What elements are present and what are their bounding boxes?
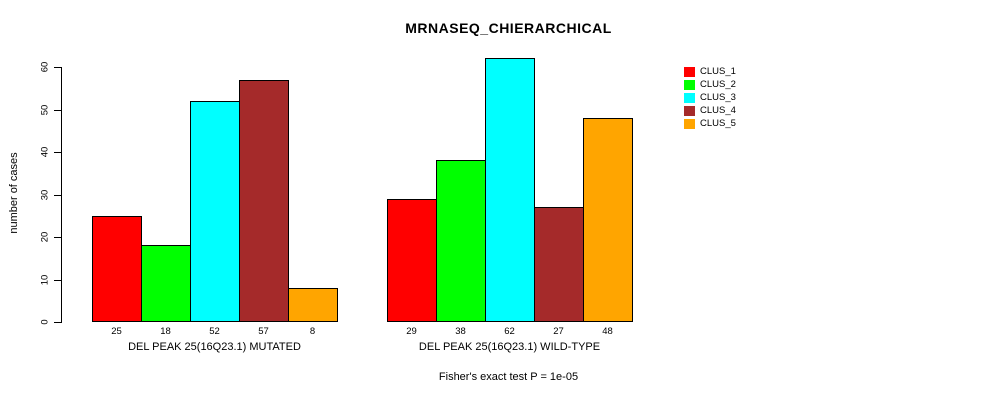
legend-swatch-icon <box>684 79 695 90</box>
bar-clus_4-group2 <box>534 207 584 322</box>
bar-value-label: 52 <box>209 326 220 337</box>
group-axis-label: DEL PEAK 25(16Q23.1) WILD-TYPE <box>418 341 601 353</box>
y-axis-tick <box>54 152 61 153</box>
legend-swatch-icon <box>684 105 695 116</box>
legend-item-clus_1: CLUS_1 <box>684 65 736 78</box>
bar-clus_1-group2 <box>387 199 437 322</box>
y-axis-line <box>61 67 62 323</box>
legend-label: CLUS_5 <box>700 118 736 129</box>
bar-clus_5-group1 <box>288 288 338 322</box>
y-axis-label: number of cases <box>8 152 20 234</box>
bar-value-label: 8 <box>309 326 316 337</box>
legend-swatch-icon <box>684 118 695 129</box>
bar-clus_4-group1 <box>239 80 289 322</box>
legend-item-clus_2: CLUS_2 <box>684 78 736 91</box>
bar-value-label: 29 <box>406 326 417 337</box>
bar-clus_2-group2 <box>436 160 486 322</box>
y-axis-tick-label: 20 <box>39 231 51 243</box>
y-axis-tick <box>54 195 61 196</box>
group-axis-label: DEL PEAK 25(16Q23.1) MUTATED <box>128 341 301 353</box>
legend-label: CLUS_2 <box>700 79 736 90</box>
y-axis-tick <box>54 322 61 323</box>
annotation-fisher-test: Fisher's exact test P = 1e-05 <box>438 371 579 383</box>
y-axis-tick-label: 50 <box>39 104 51 116</box>
y-axis-tick-label: 0 <box>39 319 51 325</box>
bar-value-label: 27 <box>553 326 564 337</box>
bar-clus_2-group1 <box>141 245 191 322</box>
bar-value-label: 57 <box>258 326 269 337</box>
chart-title: MRNASEQ_CHIERARCHICAL <box>405 20 612 36</box>
bar-value-label: 25 <box>111 326 122 337</box>
y-axis-tick-label: 30 <box>39 189 51 201</box>
bar-clus_3-group2 <box>485 58 535 322</box>
legend-label: CLUS_4 <box>700 105 736 116</box>
y-axis-tick-label: 40 <box>39 146 51 158</box>
legend-swatch-icon <box>684 92 695 103</box>
bar-clus_3-group1 <box>190 101 240 322</box>
y-axis-tick <box>54 67 61 68</box>
y-axis-tick-label: 10 <box>39 274 51 286</box>
y-axis-tick-label: 60 <box>39 61 51 73</box>
bar-value-label: 48 <box>602 326 613 337</box>
y-axis-tick <box>54 110 61 111</box>
y-axis-tick <box>54 280 61 281</box>
legend-item-clus_5: CLUS_5 <box>684 117 736 130</box>
y-axis-tick <box>54 237 61 238</box>
legend-label: CLUS_1 <box>700 66 736 77</box>
legend-item-clus_3: CLUS_3 <box>684 91 736 104</box>
legend-swatch-icon <box>684 66 695 77</box>
legend-item-clus_4: CLUS_4 <box>684 104 736 117</box>
legend: CLUS_1 CLUS_2 CLUS_3 CLUS_4 CLUS_5 <box>684 65 736 130</box>
legend-label: CLUS_3 <box>700 92 736 103</box>
bar-value-label: 62 <box>504 326 515 337</box>
bar-clus_5-group2 <box>583 118 633 322</box>
bar-value-label: 38 <box>455 326 466 337</box>
bar-value-label: 18 <box>160 326 171 337</box>
bar-clus_1-group1 <box>92 216 142 322</box>
